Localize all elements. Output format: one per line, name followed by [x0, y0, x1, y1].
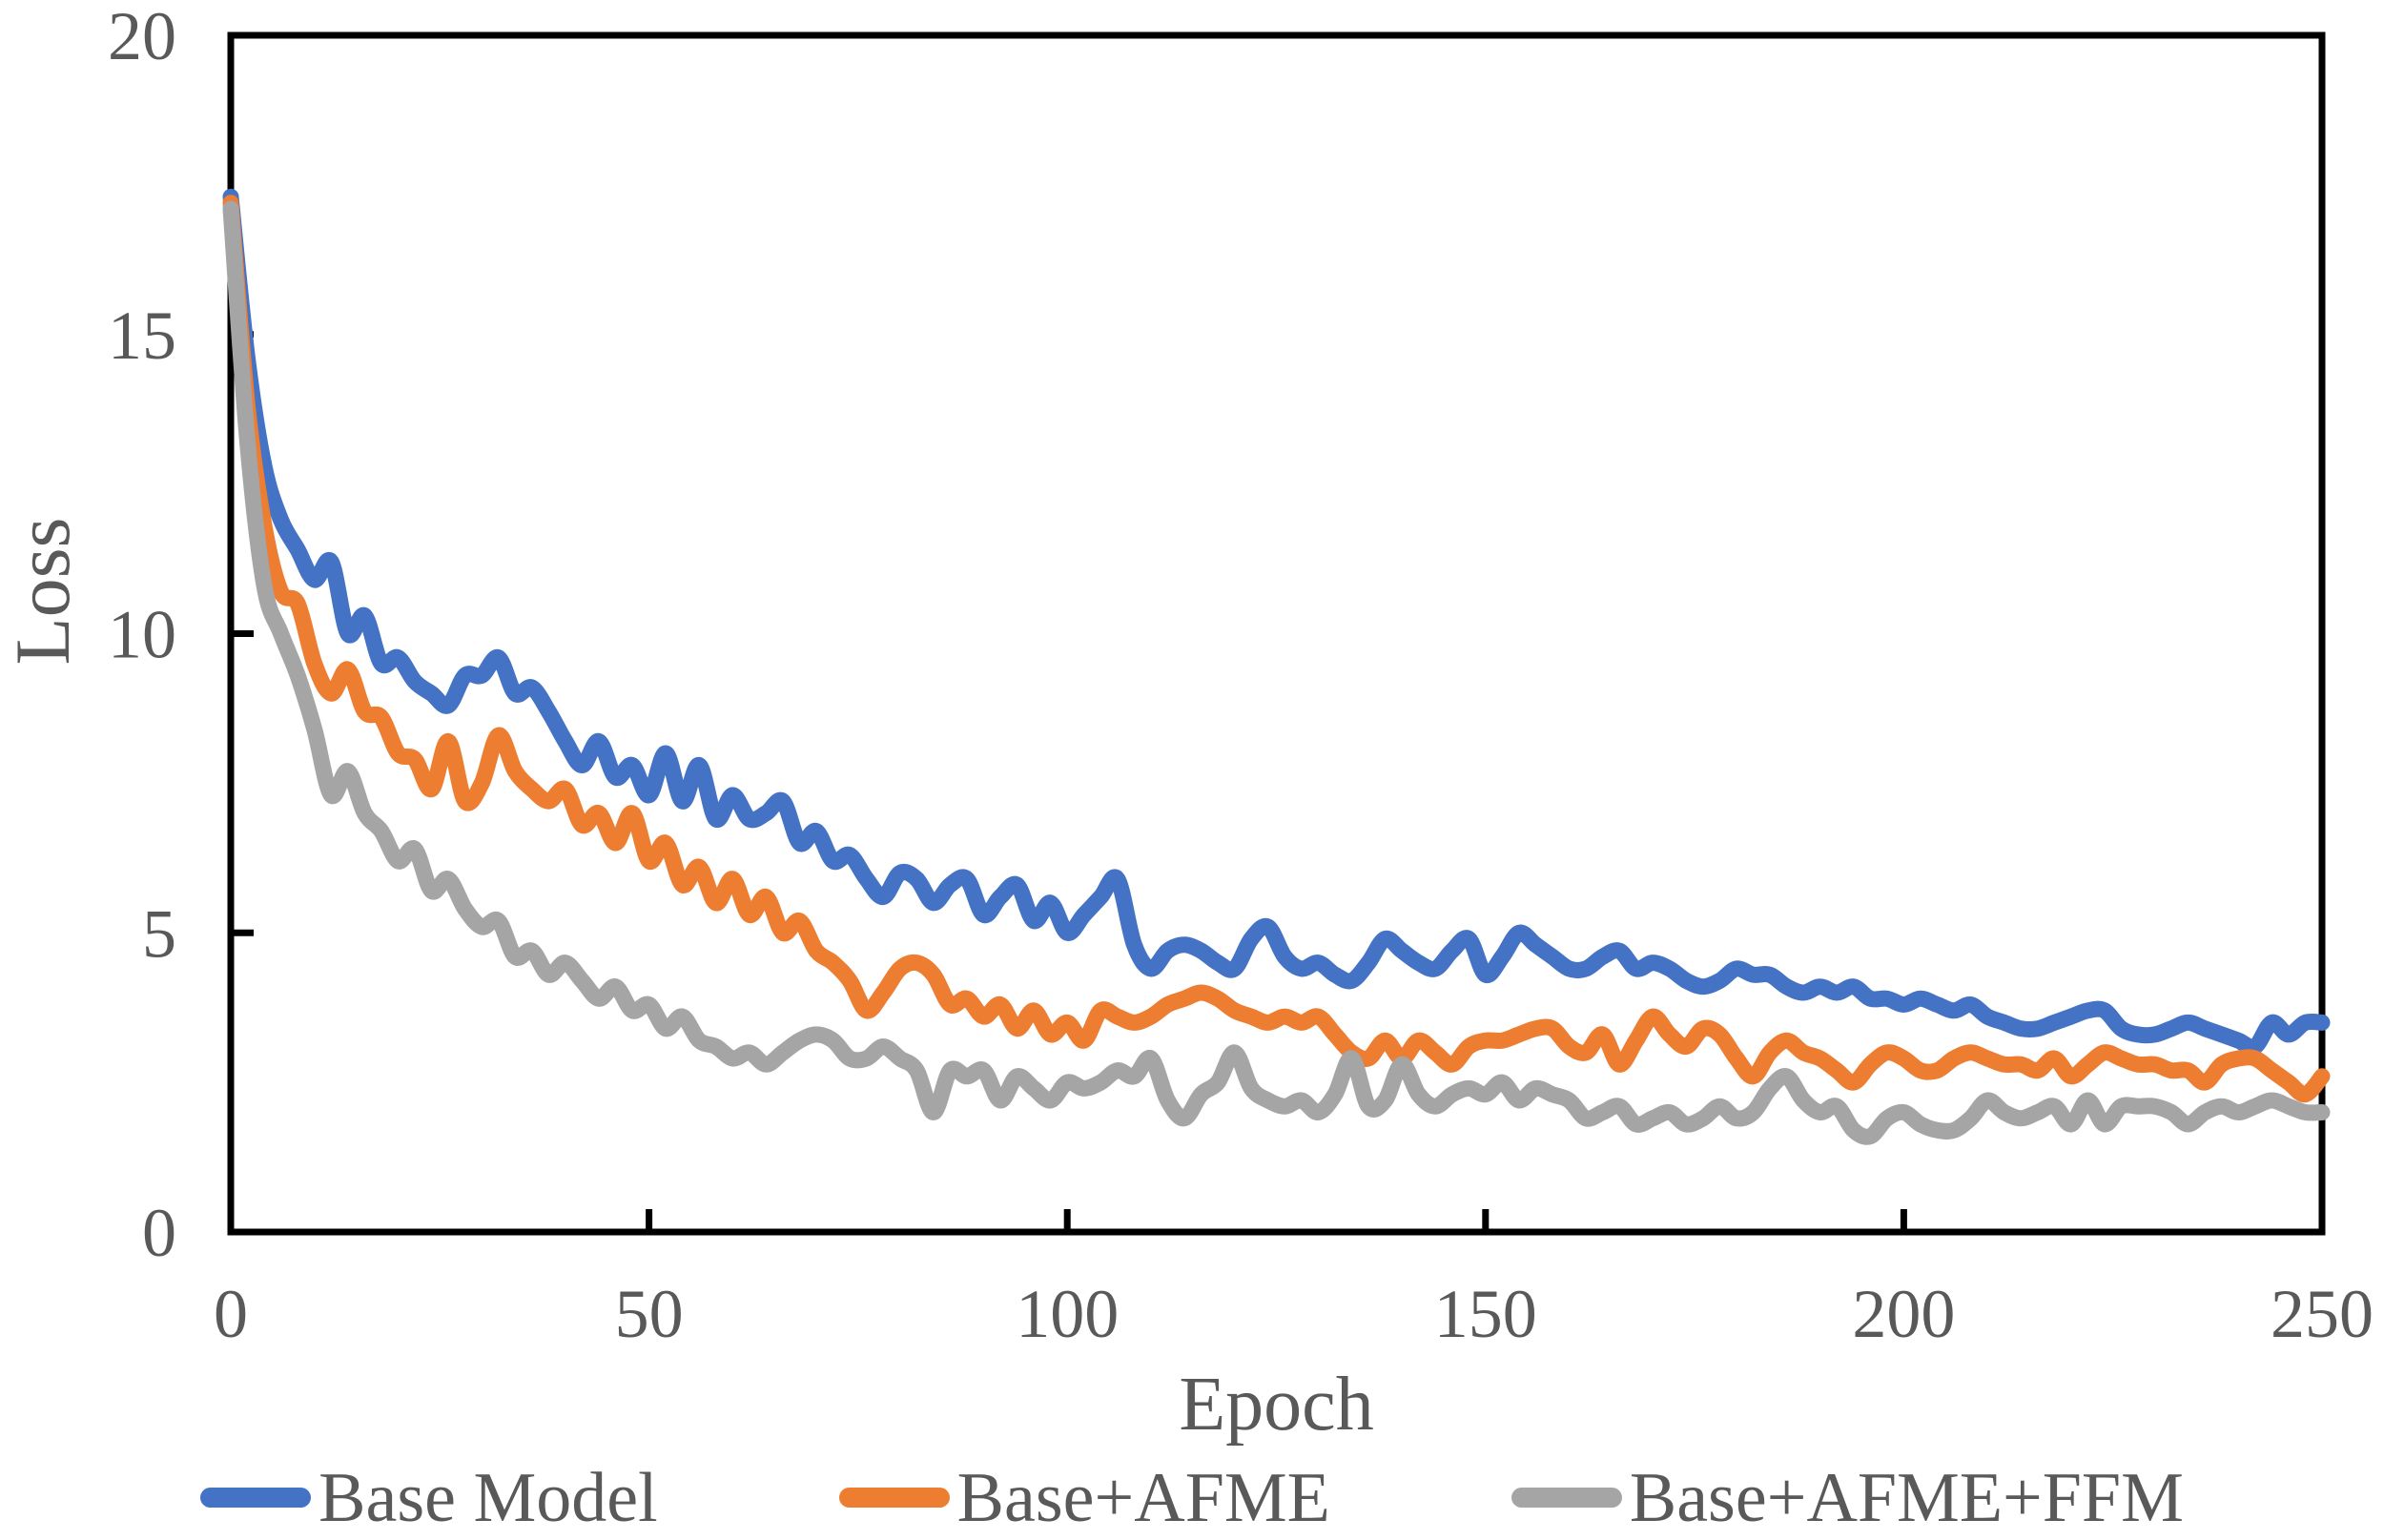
y-tick-label: 15 — [108, 298, 176, 374]
y-tick-label: 5 — [142, 895, 176, 972]
legend-label: Base Model — [319, 1458, 658, 1537]
legend: Base Model Base+AFME Base+AFME+FFM — [0, 1457, 2384, 1538]
y-tick-label: 0 — [142, 1195, 176, 1271]
legend-item-base-model: Base Model — [200, 1463, 658, 1533]
series-line-1 — [222, 195, 2331, 1103]
y-tick-label: 20 — [108, 0, 176, 74]
series-line-0 — [222, 188, 2331, 1056]
x-axis-title: Epoch — [1179, 1363, 1374, 1447]
legend-line-swatch-gray — [1511, 1488, 1622, 1508]
legend-item-base-afme: Base+AFME — [838, 1458, 1330, 1537]
x-tick-label: 0 — [214, 1276, 248, 1352]
y-tick-label: 10 — [108, 597, 176, 673]
y-axis-title: Loss — [0, 517, 86, 666]
legend-label: Base+AFME+FFM — [1629, 1458, 2184, 1537]
legend-line-swatch-orange — [838, 1488, 950, 1508]
x-tick-label: 150 — [1434, 1276, 1537, 1352]
series-line-2 — [222, 200, 2331, 1145]
x-tick-label: 100 — [1016, 1276, 1119, 1352]
legend-label: Base+AFME — [956, 1458, 1330, 1537]
x-tick-label: 200 — [1852, 1276, 1955, 1352]
plot-border — [227, 31, 2326, 1236]
x-tick-label: 50 — [615, 1276, 684, 1352]
x-tick-label: 250 — [2271, 1276, 2374, 1352]
legend-item-base-afme-ffm: Base+AFME+FFM — [1511, 1463, 2184, 1533]
legend-line-swatch-blue — [200, 1488, 312, 1508]
